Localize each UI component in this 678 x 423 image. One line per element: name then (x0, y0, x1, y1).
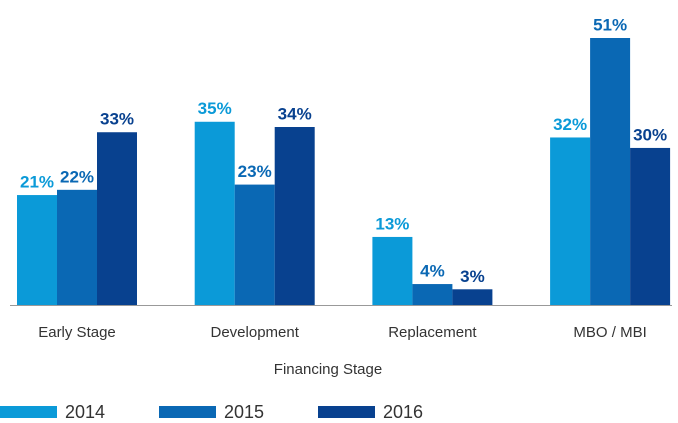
bar (274, 127, 315, 305)
bar (452, 289, 493, 305)
x-tick-label: MBO / MBI (573, 324, 646, 341)
x-tick-label: Development (211, 324, 300, 341)
bar (550, 137, 591, 305)
bar (194, 121, 235, 305)
legend-label: 2015 (224, 402, 264, 422)
bar (97, 132, 137, 305)
data-label: 23% (238, 162, 272, 181)
bar (57, 189, 97, 305)
data-label: 34% (278, 104, 312, 123)
data-label: 4% (420, 262, 445, 281)
data-label: 33% (100, 110, 134, 129)
legend-swatch (0, 406, 57, 418)
legend-label: 2014 (65, 402, 105, 422)
bar (630, 147, 671, 305)
bar (17, 195, 57, 305)
data-label: 3% (460, 267, 485, 286)
bar (372, 236, 413, 305)
x-tick-label: Early Stage (38, 324, 116, 341)
legend-swatch (159, 406, 216, 418)
data-label: 51% (593, 15, 627, 34)
data-label: 35% (198, 99, 232, 118)
data-label: 30% (633, 125, 667, 144)
data-label: 21% (20, 173, 54, 192)
legend-label: 2016 (383, 402, 423, 422)
x-tick-label: Replacement (388, 324, 477, 341)
data-label: 22% (60, 167, 94, 186)
bar (412, 284, 453, 305)
bar (234, 184, 275, 305)
data-label: 13% (375, 214, 409, 233)
legend-swatch (318, 406, 375, 418)
x-axis-title: Financing Stage (274, 361, 382, 378)
bar (590, 38, 631, 305)
data-label: 32% (553, 115, 587, 134)
